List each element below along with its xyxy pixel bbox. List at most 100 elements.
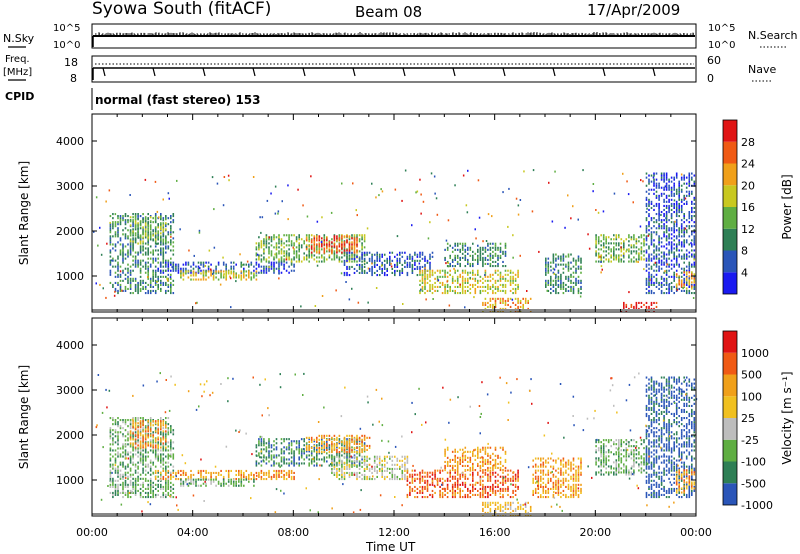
range-gate-cell xyxy=(456,277,459,280)
range-gate-cell xyxy=(112,227,114,230)
range-gate-cell xyxy=(268,238,270,241)
range-gate-cell xyxy=(167,233,170,236)
range-gate-cell xyxy=(170,281,172,284)
range-gate-cell xyxy=(648,283,650,286)
range-gate-cell xyxy=(663,204,665,207)
range-gate-cell xyxy=(109,457,112,460)
range-gate-cell xyxy=(663,271,665,274)
colorbar-tick-label: 12 xyxy=(741,223,755,236)
range-gate-cell xyxy=(643,254,645,257)
range-gate-cell xyxy=(348,245,351,248)
range-gate-cell xyxy=(665,184,668,187)
range-gate-cell xyxy=(112,419,114,422)
range-gate-cell xyxy=(658,196,660,199)
range-gate-cell xyxy=(170,475,172,478)
range-gate-cell xyxy=(648,204,650,207)
range-gate-cell xyxy=(678,239,680,242)
range-gate-cell xyxy=(139,422,142,425)
range-gate-cell xyxy=(610,242,612,245)
range-gate-cell xyxy=(658,237,660,240)
range-gate-cell xyxy=(555,292,557,295)
range-gate-cell xyxy=(137,289,139,292)
range-gate-cell xyxy=(137,224,139,227)
range-gate-cell xyxy=(391,259,394,262)
range-gate-cell xyxy=(268,460,270,463)
range-gate-cell xyxy=(298,234,300,237)
range-gate-cell xyxy=(119,287,122,290)
range-gate-cell xyxy=(318,260,321,263)
range-gate-cell xyxy=(628,250,630,253)
range-gate-cell xyxy=(288,444,290,447)
range-gate-cell xyxy=(449,285,451,288)
range-gate-cell xyxy=(613,250,615,253)
range-gate-cell xyxy=(162,422,165,425)
range-gate-cell xyxy=(668,219,670,222)
range-gate-cell xyxy=(134,471,137,474)
range-gate-cell xyxy=(157,441,159,444)
range-gate-cell xyxy=(132,477,134,480)
range-gate-cell xyxy=(484,289,487,292)
range-gate-cell xyxy=(129,423,132,426)
range-gate-cell xyxy=(154,257,157,260)
range-gate-cell xyxy=(658,267,660,270)
range-gate-cell xyxy=(172,269,175,272)
range-gate-cell xyxy=(182,471,185,474)
range-gate-cell xyxy=(316,256,318,259)
range-gate-cell xyxy=(494,285,497,288)
range-gate-cell xyxy=(190,473,192,476)
range-gate-cell xyxy=(162,427,165,430)
nsky-tick-bottom: 10^0 xyxy=(53,40,80,51)
range-gate-cell xyxy=(472,242,474,245)
range-gate-cell xyxy=(144,253,147,256)
range-gate-cell xyxy=(502,191,504,194)
range-gate-cell xyxy=(263,460,265,463)
range-gate-cell xyxy=(283,460,285,463)
range-gate-cell xyxy=(265,238,268,241)
range-gate-cell xyxy=(570,289,572,292)
range-gate-cell xyxy=(494,269,497,272)
range-gate-cell xyxy=(562,263,565,266)
range-gate-cell xyxy=(152,221,154,224)
range-gate-cell xyxy=(124,289,127,292)
range-gate-cell xyxy=(129,265,132,268)
range-gate-cell xyxy=(177,267,180,270)
range-gate-cell xyxy=(147,428,149,431)
range-gate-cell xyxy=(129,281,132,284)
range-gate-cell xyxy=(243,274,245,277)
range-gate-cell xyxy=(623,260,625,263)
range-gate-cell xyxy=(693,215,696,218)
range-gate-cell xyxy=(469,271,472,274)
range-gate-cell xyxy=(477,260,479,263)
range-gate-cell xyxy=(482,265,484,268)
range-gate-cell xyxy=(630,236,633,239)
range-gate-cell xyxy=(137,451,139,454)
range-gate-cell xyxy=(142,218,144,221)
range-gate-cell xyxy=(147,426,149,429)
range-gate-cell xyxy=(268,456,270,459)
range-gate-cell xyxy=(172,249,175,252)
range-gate-cell xyxy=(567,194,569,197)
range-gate-cell xyxy=(328,464,331,467)
range-gate-cell xyxy=(499,301,502,304)
range-gate-cell xyxy=(406,255,409,258)
range-gate-cell xyxy=(200,261,202,264)
range-gate-cell xyxy=(142,485,144,488)
range-gate-cell xyxy=(688,225,691,228)
range-gate-cell xyxy=(664,185,667,188)
range-gate-cell xyxy=(487,301,489,304)
range-gate-cell xyxy=(112,493,114,496)
range-gate-cell xyxy=(557,283,560,286)
range-gate-cell xyxy=(356,255,358,258)
range-gate-cell xyxy=(152,253,154,256)
range-gate-cell xyxy=(180,480,182,483)
range-gate-cell xyxy=(290,471,293,474)
range-gate-cell xyxy=(290,478,293,481)
range-gate-cell xyxy=(414,263,416,266)
range-gate-cell xyxy=(668,289,670,292)
range-gate-cell xyxy=(675,211,678,214)
range-gate-cell xyxy=(227,473,230,476)
range-gate-cell xyxy=(260,269,263,272)
range-gate-cell xyxy=(142,259,144,262)
range-gate-cell xyxy=(127,419,129,422)
